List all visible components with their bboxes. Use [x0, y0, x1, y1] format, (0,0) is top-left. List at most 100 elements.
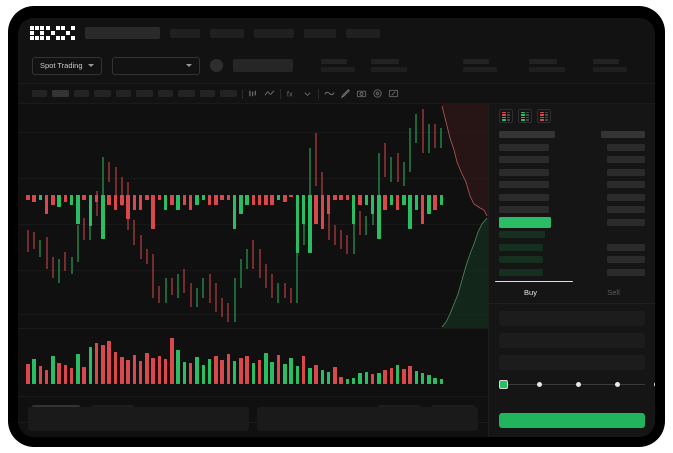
- volume-bar: [51, 356, 55, 384]
- indicators-icon[interactable]: fx: [286, 88, 297, 99]
- slider-step-75[interactable]: [615, 381, 620, 387]
- order-total-field[interactable]: [499, 354, 645, 370]
- orderbook-row[interactable]: [499, 193, 645, 202]
- orderbook-row[interactable]: [499, 168, 645, 177]
- volume-bar: [163, 359, 168, 384]
- market-ticker-bar: Spot Trading: [18, 48, 655, 84]
- orderbook-row[interactable]: [499, 255, 645, 264]
- orderbook-rows[interactable]: [489, 124, 655, 277]
- toolbar-divider: [242, 88, 243, 99]
- volume-bar: [138, 361, 143, 384]
- orderbook-size: [607, 181, 645, 188]
- candle: [276, 109, 281, 322]
- timeframe-button-5[interactable]: [136, 90, 153, 97]
- bottom-panel-1[interactable]: [257, 407, 478, 431]
- candle: [270, 109, 274, 322]
- orderbook-row[interactable]: [499, 243, 645, 252]
- orderbook-row[interactable]: [499, 155, 645, 164]
- volume-bar: [251, 362, 256, 384]
- chevron-down-icon[interactable]: [302, 88, 313, 99]
- camera-icon[interactable]: [356, 88, 367, 99]
- orderbook-row[interactable]: [499, 230, 645, 239]
- orderbook-size: [607, 268, 645, 276]
- orderbook-last-price-row[interactable]: [499, 216, 645, 228]
- timeframe-button-1[interactable]: [52, 90, 69, 97]
- fullscreen-icon[interactable]: [388, 88, 399, 99]
- order-price-field[interactable]: [499, 310, 645, 326]
- orderbook-row[interactable]: [499, 205, 645, 214]
- candle: [264, 109, 268, 322]
- orderbook-row[interactable]: [499, 180, 645, 189]
- candle: [326, 109, 331, 322]
- tab-buy[interactable]: Buy: [524, 287, 537, 297]
- candlestick-chart-icon[interactable]: [248, 88, 259, 99]
- slider-step-100[interactable]: [654, 381, 655, 387]
- orderbook-price: [499, 206, 549, 213]
- trading-pair-selector[interactable]: [111, 56, 200, 75]
- bottom-panel-0[interactable]: [28, 407, 249, 431]
- price-chart[interactable]: [18, 104, 488, 329]
- volume-bar: [270, 361, 274, 384]
- amount-slider[interactable]: [499, 380, 655, 390]
- timeframe-button-9[interactable]: [220, 90, 237, 97]
- volume-bar: [220, 360, 224, 384]
- submit-buy-button[interactable]: [499, 413, 645, 428]
- timeframe-button-6[interactable]: [158, 90, 173, 97]
- asks-depth-icon[interactable]: [537, 109, 551, 123]
- market-type-dropdown[interactable]: Spot Trading: [32, 56, 102, 75]
- volume-bar: [402, 368, 406, 384]
- bottom-panels: [18, 399, 488, 437]
- nav-item-3[interactable]: [304, 28, 336, 38]
- orderbook-size: [607, 243, 645, 251]
- timeframe-button-8[interactable]: [200, 90, 215, 97]
- wave-chart-icon[interactable]: [324, 88, 335, 99]
- order-amount-field[interactable]: [499, 332, 645, 348]
- orderbook-size: [607, 143, 645, 151]
- nav-item-1[interactable]: [210, 28, 244, 38]
- volume-bar: [226, 354, 231, 384]
- settings-icon[interactable]: [372, 88, 383, 99]
- volume-bar: [170, 338, 174, 384]
- timeframe-button-3[interactable]: [94, 90, 111, 97]
- toolbar-divider: [318, 88, 319, 99]
- slider-step-50[interactable]: [576, 381, 581, 387]
- volume-bar: [188, 362, 193, 384]
- volume-bar: [383, 369, 387, 384]
- orderbook-row[interactable]: [499, 130, 645, 139]
- volume-chart[interactable]: [18, 329, 488, 397]
- orderbook-price: [499, 181, 549, 188]
- candle: [232, 109, 237, 322]
- nav-item-0[interactable]: [170, 28, 200, 38]
- candle: [283, 109, 287, 322]
- candle: [251, 109, 256, 322]
- orderbook-row[interactable]: [499, 268, 645, 277]
- timeframe-button-7[interactable]: [178, 90, 195, 97]
- line-chart-icon[interactable]: [264, 88, 275, 99]
- search-input[interactable]: [85, 27, 160, 39]
- okx-logo[interactable]: [30, 26, 75, 40]
- orderbook-row[interactable]: [499, 143, 645, 152]
- nav-item-4[interactable]: [346, 28, 380, 38]
- timeframe-button-4[interactable]: [116, 90, 131, 97]
- slider-step-25[interactable]: [537, 381, 542, 387]
- nav-item-2[interactable]: [254, 28, 294, 38]
- orderbook-size: [607, 218, 645, 226]
- orderbook-column: Buy Sell: [488, 104, 655, 437]
- candle: [220, 109, 224, 322]
- candle: [214, 109, 218, 322]
- bids-depth-icon[interactable]: [518, 109, 532, 123]
- tab-sell[interactable]: Sell: [607, 287, 620, 297]
- candle: [370, 109, 375, 322]
- timeframe-button-2[interactable]: [74, 90, 89, 97]
- candle: [82, 109, 86, 322]
- timeframe-button-0[interactable]: [32, 90, 47, 97]
- pencil-icon[interactable]: [340, 88, 351, 99]
- market-type-label: Spot Trading: [40, 61, 83, 70]
- volume-bar: [120, 357, 124, 384]
- slider-handle[interactable]: [499, 380, 508, 389]
- volume-bar: [44, 369, 49, 384]
- orderbook-price: [499, 243, 543, 251]
- volume-bar: [63, 364, 68, 384]
- candle: [339, 109, 343, 322]
- both-depth-icon[interactable]: [499, 109, 513, 123]
